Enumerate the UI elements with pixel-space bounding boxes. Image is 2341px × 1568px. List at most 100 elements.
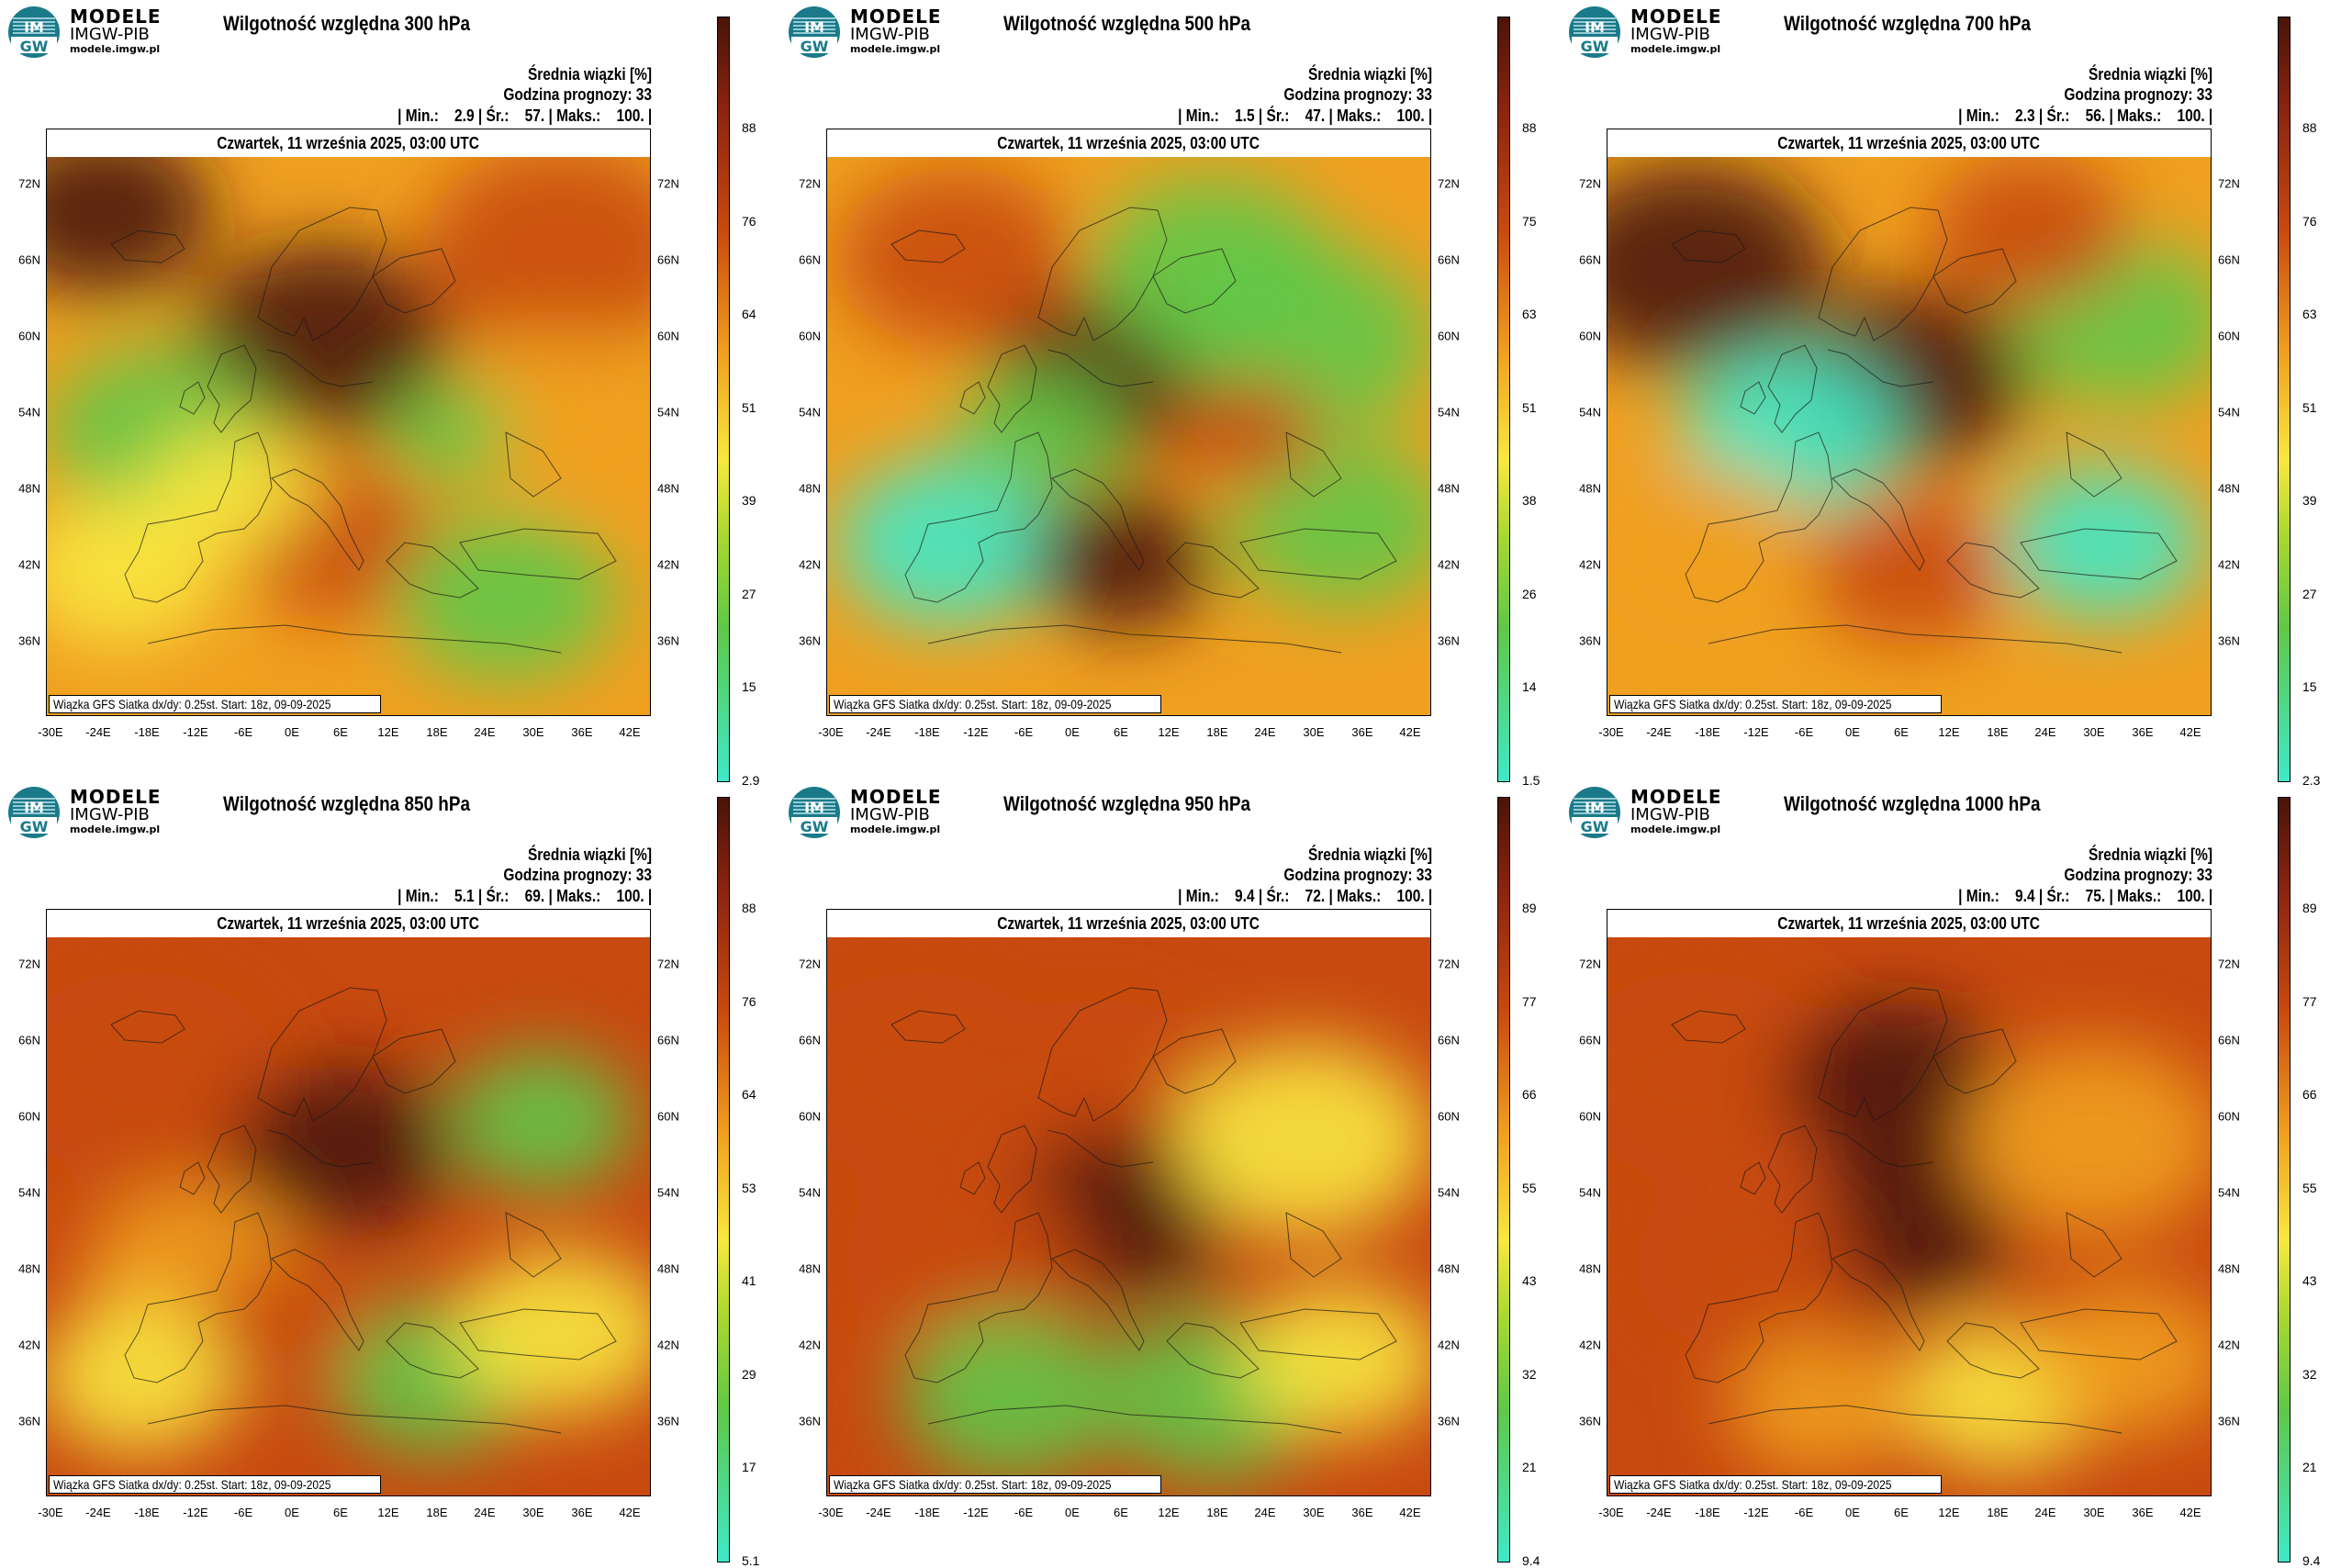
- lon-label: -24E: [1646, 725, 1672, 739]
- lon-label: 24E: [474, 1506, 496, 1519]
- lat-label-right: 72N: [1438, 957, 1460, 971]
- model-info-text: Wiązka GFS Siatka dx/dy: 0.25st. Start: …: [1614, 697, 1892, 711]
- lat-label-left: 72N: [799, 957, 821, 971]
- lon-label: 24E: [2034, 1506, 2056, 1519]
- logo-line1: MODELE: [70, 786, 162, 808]
- lat-label-right: 36N: [1438, 1414, 1460, 1428]
- lon-label: 18E: [426, 725, 448, 739]
- lat-label-left: 36N: [799, 1414, 821, 1428]
- min-mean-max-stats: | Min.: 1.5 | Śr.: 47. | Maks.: 100. |: [1177, 106, 1432, 125]
- lon-label: 36E: [571, 1506, 593, 1519]
- lat-label-left: 42N: [1579, 1338, 1601, 1352]
- lon-label: 18E: [1987, 725, 2009, 739]
- lon-label: -12E: [183, 1506, 208, 1519]
- map-frame: Czwartek, 11 września 2025, 03:00 UTC Wią…: [46, 909, 651, 1496]
- lat-label-left: 60N: [18, 1109, 40, 1124]
- lat-label-right: 60N: [1438, 329, 1460, 343]
- model-info-footer: Wiązka GFS Siatka dx/dy: 0.25st. Start: …: [829, 1475, 1161, 1494]
- model-info-footer: Wiązka GFS Siatka dx/dy: 0.25st. Start: …: [49, 695, 381, 713]
- lat-label-right: 48N: [657, 481, 679, 496]
- lat-label-left: 42N: [1579, 557, 1601, 572]
- logo-line3: modele.imgw.pl: [850, 823, 941, 835]
- logo-line2: IMGW-PIB: [70, 805, 150, 824]
- color-scale-label: 77: [2302, 994, 2317, 1009]
- lon-label: 12E: [1938, 1506, 1960, 1519]
- lat-label-left: 42N: [18, 1338, 40, 1352]
- logo-line3: modele.imgw.pl: [1630, 823, 1721, 835]
- model-info-text: Wiązka GFS Siatka dx/dy: 0.25st. Start: …: [53, 1477, 331, 1492]
- lon-label: 0E: [1845, 725, 1860, 739]
- color-scale-label: 75: [1522, 214, 1537, 229]
- lat-label-right: 60N: [657, 329, 679, 343]
- forecast-hour: Godzina prognozy: 33: [1283, 866, 1432, 884]
- lat-label-left: 66N: [1579, 252, 1601, 267]
- map-panel: IM GW MODELE IMGW-PIB modele.imgw.pl Wilgotno…: [1561, 780, 2341, 1568]
- color-scale-label: 2.3: [2302, 773, 2321, 788]
- valid-date: Czwartek, 11 września 2025, 03:00 UTC: [217, 134, 480, 152]
- map-panel: IM GW MODELE IMGW-PIB modele.imgw.pl Wilgotno…: [1561, 0, 2341, 788]
- lat-label-right: 54N: [2218, 1185, 2240, 1200]
- lat-label-right: 66N: [2218, 1033, 2240, 1047]
- logo-line1: MODELE: [850, 786, 942, 808]
- color-scale-label: 63: [2302, 307, 2317, 321]
- lon-label: 6E: [1894, 725, 1909, 739]
- ensemble-mean-label: Średnia wiązki [%]: [527, 846, 652, 864]
- lat-label-right: 72N: [2218, 176, 2240, 191]
- color-scale-label: 41: [742, 1273, 756, 1288]
- svg-text:GW: GW: [20, 818, 49, 835]
- forecast-hour: Godzina prognozy: 33: [503, 85, 652, 104]
- stats-header: Średnia wiązki [%] Godzina prognozy: 33: [479, 64, 652, 105]
- logo-line2: IMGW-PIB: [1630, 805, 1710, 824]
- color-scale-label: 51: [2302, 400, 2317, 415]
- lat-label-right: 66N: [657, 1033, 679, 1047]
- humidity-field-map: [1607, 157, 2211, 715]
- valid-date: Czwartek, 11 września 2025, 03:00 UTC: [217, 914, 480, 933]
- stats-header: Średnia wiązki [%] Godzina prognozy: 33: [2040, 845, 2212, 885]
- map-frame: Czwartek, 11 września 2025, 03:00 UTC Wią…: [826, 909, 1431, 1496]
- map-panel: IM GW MODELE IMGW-PIB modele.imgw.pl Wilgotno…: [780, 780, 1561, 1568]
- color-scale-label: 21: [1522, 1460, 1537, 1474]
- color-scale-label: 1.5: [1522, 773, 1540, 788]
- lat-label-left: 36N: [799, 633, 821, 648]
- color-scale-label: 64: [742, 307, 756, 321]
- lon-label: 12E: [377, 1506, 399, 1519]
- lat-label-left: 54N: [1579, 1185, 1601, 1200]
- lat-label-left: 72N: [799, 176, 821, 191]
- humidity-field-map: [47, 157, 650, 715]
- lat-label-left: 66N: [18, 252, 40, 267]
- model-info-footer: Wiązka GFS Siatka dx/dy: 0.25st. Start: …: [1609, 695, 1942, 713]
- lat-label-left: 60N: [18, 329, 40, 343]
- lon-label: 42E: [2179, 1506, 2201, 1519]
- coastlines: [1671, 207, 2178, 654]
- color-scale-label: 88: [742, 901, 756, 915]
- lon-label: -18E: [1695, 1506, 1720, 1519]
- color-scale-label: 89: [2302, 901, 2317, 915]
- humidity-field-map: [827, 937, 1430, 1495]
- lat-label-left: 48N: [1579, 1261, 1601, 1276]
- color-scale-label: 9.4: [1522, 1553, 1540, 1568]
- color-scale-label: 64: [742, 1087, 756, 1102]
- logo-line2: IMGW-PIB: [850, 25, 930, 44]
- lat-label-right: 36N: [1438, 633, 1460, 648]
- lat-label-left: 42N: [18, 557, 40, 572]
- map-panel: IM GW MODELE IMGW-PIB modele.imgw.pl Wilgotno…: [0, 0, 780, 788]
- valid-date-bar: Czwartek, 11 września 2025, 03:00 UTC: [1607, 910, 2211, 938]
- logo-line3: modele.imgw.pl: [850, 42, 941, 55]
- panel-title: Wilgotność względna 1000 hPa: [1784, 792, 2041, 815]
- valid-date-bar: Czwartek, 11 września 2025, 03:00 UTC: [1607, 129, 2211, 158]
- lon-label: 12E: [1158, 1506, 1180, 1519]
- forecast-hour: Godzina prognozy: 33: [503, 866, 652, 884]
- lon-label: 24E: [474, 725, 496, 739]
- model-info-footer: Wiązka GFS Siatka dx/dy: 0.25st. Start: …: [49, 1475, 381, 1494]
- color-scale-label: 27: [742, 587, 756, 601]
- coastlines: [110, 207, 617, 654]
- imgw-logo-icon: IM GW: [789, 6, 840, 58]
- color-scale-label: 43: [2302, 1273, 2317, 1288]
- color-scale-label: 5.1: [742, 1553, 760, 1568]
- map-frame: Czwartek, 11 września 2025, 03:00 UTC Wią…: [1607, 129, 2212, 716]
- coastlines: [110, 987, 617, 1434]
- panel-title: Wilgotność względna 950 hPa: [1003, 792, 1250, 815]
- lon-label: -18E: [134, 725, 160, 739]
- lon-label: -18E: [1695, 725, 1720, 739]
- lon-label: 42E: [619, 725, 641, 739]
